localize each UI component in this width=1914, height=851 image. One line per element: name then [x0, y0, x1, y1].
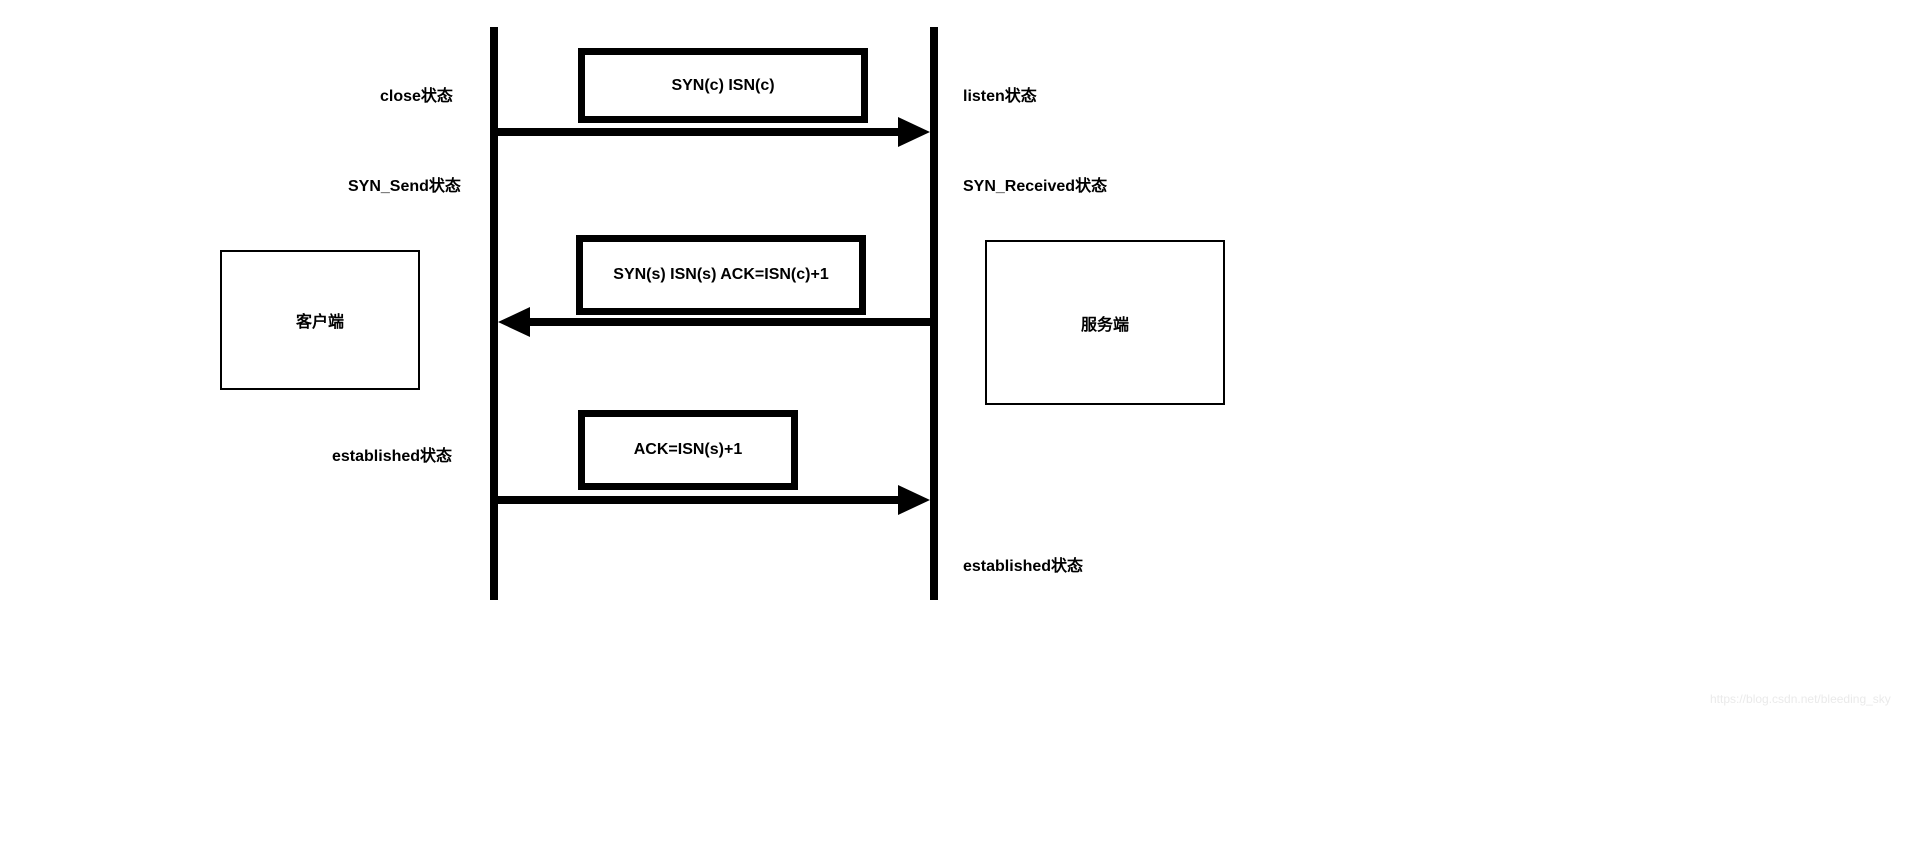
- arrow1: [498, 112, 930, 152]
- listen-state-label: listen状态: [963, 82, 1037, 106]
- client-box: 客户端: [220, 250, 420, 390]
- client-timeline: [490, 27, 498, 600]
- arrow2: [498, 302, 930, 342]
- msg1-label: SYN(c) ISN(c): [671, 77, 774, 95]
- client-box-label: 客户端: [296, 308, 344, 332]
- msg2-label: SYN(s) ISN(s) ACK=ISN(c)+1: [613, 266, 828, 284]
- syn-received-state-label: SYN_Received状态: [963, 172, 1107, 196]
- established-right-label: established状态: [963, 552, 1083, 576]
- close-state-label: close状态: [380, 82, 453, 106]
- server-box: 服务端: [985, 240, 1225, 405]
- syn-send-state-label: SYN_Send状态: [348, 172, 461, 196]
- established-left-label: established状态: [332, 442, 452, 466]
- watermark: https://blog.csdn.net/bleeding_sky: [1710, 692, 1891, 706]
- msg3-label: ACK=ISN(s)+1: [634, 441, 742, 459]
- msg3-box: ACK=ISN(s)+1: [578, 410, 798, 490]
- server-box-label: 服务端: [1081, 311, 1129, 335]
- server-timeline: [930, 27, 938, 600]
- arrow3: [498, 480, 930, 520]
